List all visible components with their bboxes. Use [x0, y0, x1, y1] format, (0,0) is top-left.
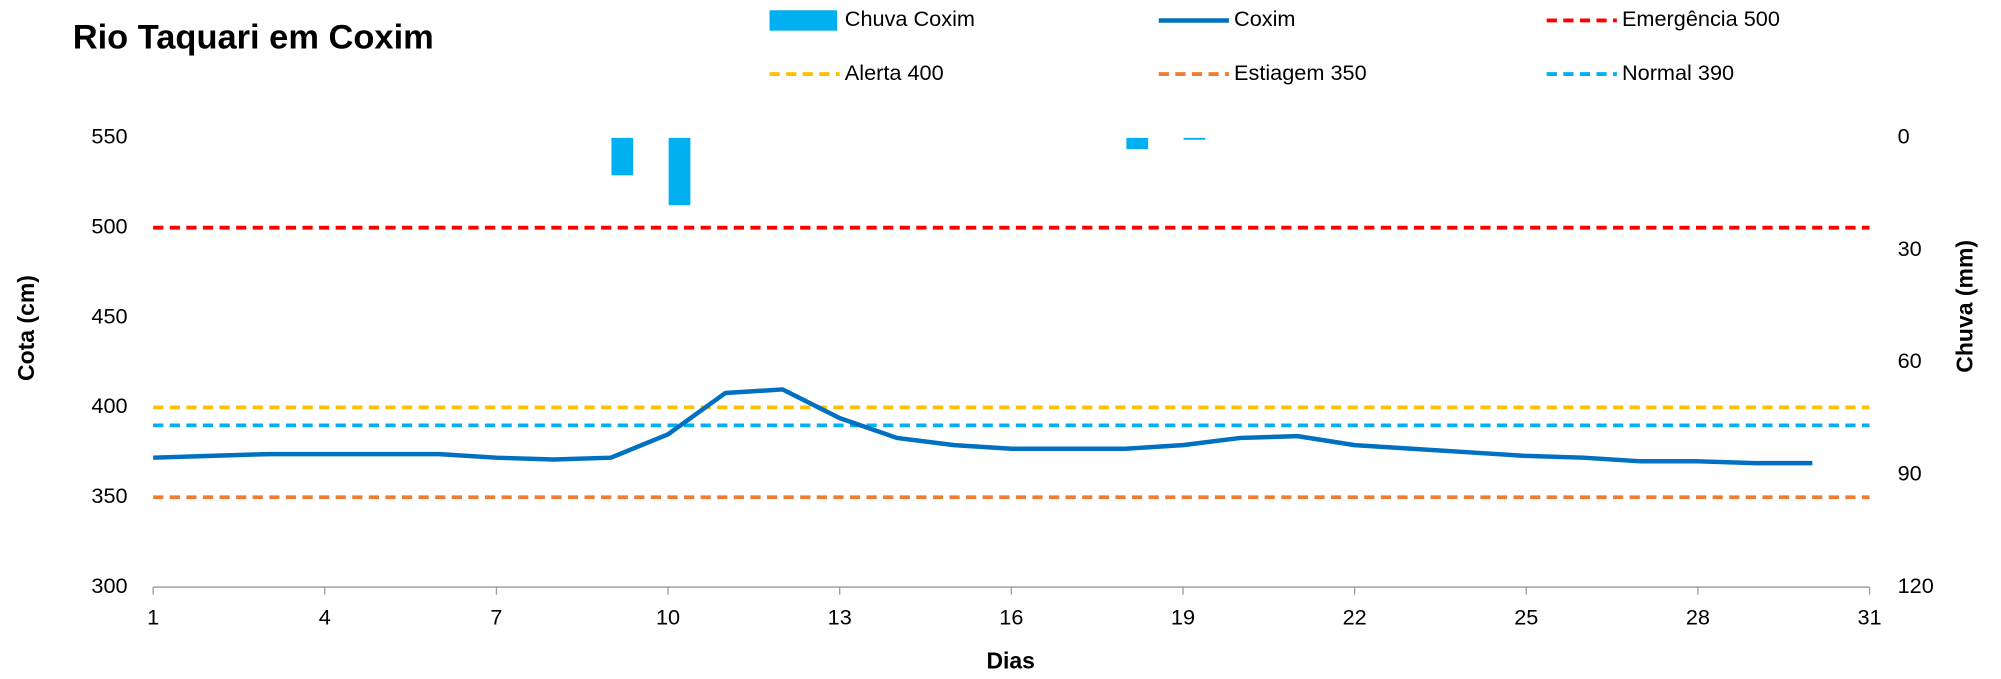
legend-swatch [769, 10, 838, 31]
x-tick-label: 4 [319, 605, 331, 630]
rain-bar [668, 137, 691, 206]
legend-label: Coxim [1234, 6, 1295, 31]
x-tick-label: 7 [490, 605, 502, 630]
y-tick-label: 450 [91, 303, 127, 328]
y-tick-label: 350 [91, 483, 127, 508]
y2-axis-title: Chuva (mm) [1952, 240, 1978, 373]
chart-title: Rio Taquari em Coxim [73, 19, 434, 57]
y-tick-label: 400 [91, 393, 127, 418]
level-line [153, 387, 1813, 466]
y2-tick-label: 60 [1898, 348, 1922, 373]
y2-tick-label: 120 [1898, 573, 1934, 598]
legend-label: Emergência 500 [1622, 6, 1780, 31]
rain-bar [1126, 137, 1149, 150]
x-tick-label: 1 [147, 605, 159, 630]
x-tick-label: 25 [1514, 605, 1538, 630]
y-axis-title: Cota (cm) [13, 275, 39, 381]
y2-tick-label: 30 [1898, 236, 1922, 261]
y-tick-label: 500 [91, 213, 127, 238]
x-tick-label: 22 [1343, 605, 1367, 630]
y2-tick-label: 90 [1898, 461, 1922, 486]
x-tick-label: 28 [1686, 605, 1710, 630]
legend-label: Chuva Coxim [845, 6, 975, 31]
rain-bar [611, 137, 634, 176]
x-tick-label: 13 [828, 605, 852, 630]
legend-label: Estiagem 350 [1234, 60, 1367, 85]
x-axis-title: Dias [986, 647, 1035, 673]
legend-label: Alerta 400 [845, 60, 944, 85]
rain-bar [1183, 137, 1206, 140]
legend-label: Normal 390 [1622, 60, 1734, 85]
x-tick-label: 19 [1171, 605, 1195, 630]
x-tick-label: 31 [1857, 605, 1881, 630]
y2-tick-label: 0 [1898, 124, 1910, 149]
x-tick-label: 10 [656, 605, 680, 630]
y-tick-label: 550 [91, 124, 127, 149]
y-tick-label: 300 [91, 573, 127, 598]
x-tick-label: 16 [999, 605, 1023, 630]
